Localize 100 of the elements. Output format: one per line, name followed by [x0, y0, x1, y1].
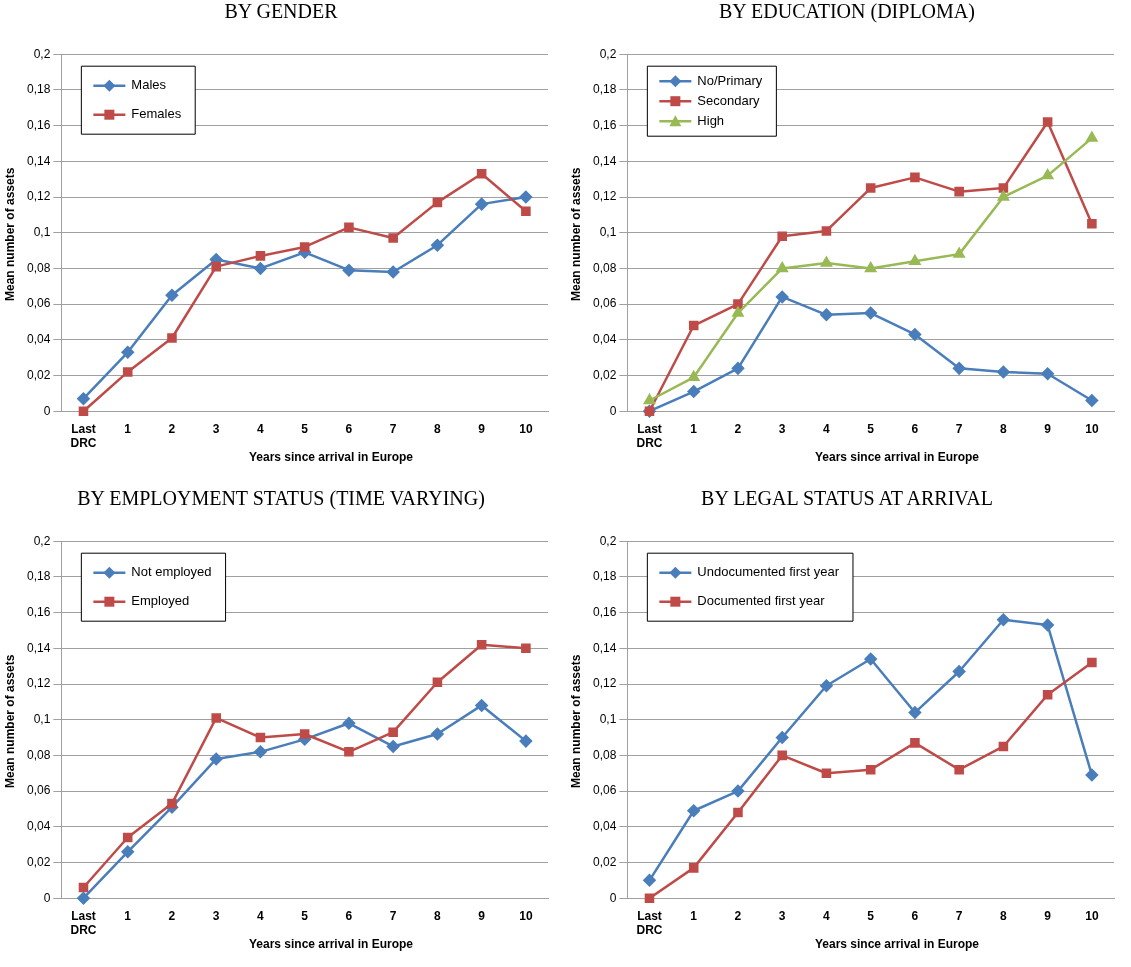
- y-tick-label: 0,12: [27, 676, 51, 691]
- y-tick-label: 0,04: [27, 332, 51, 347]
- x-tick-label: 7: [955, 908, 963, 923]
- chart-title: BY LEGAL STATUS AT ARRIVAL: [700, 487, 994, 511]
- x-tick-label: 10: [519, 421, 533, 436]
- legend-label: Females: [131, 106, 182, 122]
- x-tick-label: 8: [434, 421, 442, 436]
- y-tick-label: 0,16: [27, 604, 51, 619]
- y-tick-label: 0,04: [593, 819, 617, 834]
- x-tick-label: 4: [257, 908, 265, 923]
- y-tick-label: 0,18: [593, 82, 617, 97]
- y-tick-label: 0: [609, 403, 617, 418]
- y-axis-title: Mean number of assets: [568, 166, 584, 303]
- y-axis-title: Mean number of assets: [568, 653, 584, 790]
- y-tick-label: 0,14: [593, 153, 617, 168]
- y-tick-label: 0,18: [593, 569, 617, 584]
- x-tick-label: 3: [778, 421, 786, 436]
- x-tick-label: Last DRC: [70, 908, 97, 938]
- y-tick-label: 0,08: [27, 747, 51, 762]
- y-tick-label: 0,18: [27, 569, 51, 584]
- y-tick-label: 0,08: [593, 747, 617, 762]
- y-tick-label: 0,2: [599, 533, 617, 548]
- x-tick-label: 7: [389, 908, 397, 923]
- x-tick-label: 1: [690, 421, 698, 436]
- x-tick-label: 8: [1000, 908, 1008, 923]
- y-tick-label: 0,2: [33, 533, 51, 548]
- x-tick-label: 5: [867, 421, 875, 436]
- y-tick-label: 0,1: [33, 712, 51, 727]
- y-tick-label: 0,04: [593, 332, 617, 347]
- legend-label: Males: [131, 77, 167, 93]
- x-tick-label: 2: [168, 421, 176, 436]
- y-tick-label: 0,02: [593, 367, 617, 382]
- x-tick-label: 6: [345, 421, 353, 436]
- x-tick-label: 8: [434, 908, 442, 923]
- x-tick-label: 6: [911, 908, 919, 923]
- y-tick-label: 0,06: [27, 296, 51, 311]
- x-tick-label: 9: [478, 908, 486, 923]
- y-tick-label: 0,06: [27, 783, 51, 798]
- legend-label: No/Primary: [697, 72, 763, 88]
- y-tick-label: 0,02: [27, 367, 51, 382]
- x-tick-label: 10: [1085, 421, 1099, 436]
- y-tick-label: 0,12: [593, 189, 617, 204]
- x-axis-title: Years since arrival in Europe: [813, 450, 981, 464]
- y-tick-label: 0,18: [27, 82, 51, 97]
- y-tick-label: 0,12: [27, 189, 51, 204]
- x-tick-label: 6: [345, 908, 353, 923]
- x-tick-label: 1: [124, 908, 132, 923]
- y-tick-label: 0,12: [593, 676, 617, 691]
- x-tick-label: Last DRC: [636, 421, 663, 451]
- x-tick-label: 9: [1044, 421, 1052, 436]
- x-tick-label: 3: [212, 421, 220, 436]
- legend-label: High: [697, 112, 725, 128]
- x-tick-label: 4: [257, 421, 265, 436]
- x-tick-label: 4: [823, 421, 831, 436]
- y-tick-label: 0,06: [593, 296, 617, 311]
- legend-label: Employed: [131, 593, 190, 609]
- x-tick-label: 7: [389, 421, 397, 436]
- x-tick-label: 2: [734, 908, 742, 923]
- y-tick-label: 0: [43, 403, 51, 418]
- x-tick-label: 3: [212, 908, 220, 923]
- x-tick-label: 8: [1000, 421, 1008, 436]
- y-tick-label: 0,06: [593, 783, 617, 798]
- y-tick-label: 0,1: [599, 712, 617, 727]
- chart-title: BY EDUCATION (DIPLOMA): [718, 0, 976, 25]
- x-tick-label: 10: [1085, 908, 1099, 923]
- y-tick-label: 0,1: [599, 225, 617, 240]
- x-tick-label: 5: [301, 908, 309, 923]
- x-axis-title: Years since arrival in Europe: [813, 937, 981, 951]
- y-tick-label: 0,1: [33, 225, 51, 240]
- legend-label: Undocumented first year: [697, 564, 840, 580]
- y-tick-label: 0,16: [27, 117, 51, 132]
- y-tick-label: 0,08: [593, 260, 617, 275]
- x-tick-label: 3: [778, 908, 786, 923]
- y-tick-label: 0: [609, 890, 617, 905]
- chart-title: BY GENDER: [223, 0, 339, 24]
- y-axis-title: Mean number of assets: [2, 166, 18, 303]
- x-tick-label: 2: [168, 908, 176, 923]
- y-tick-label: 0,14: [27, 153, 51, 168]
- x-axis-title: Years since arrival in Europe: [247, 450, 415, 464]
- x-axis-title: Years since arrival in Europe: [247, 937, 415, 951]
- y-tick-label: 0: [43, 890, 51, 905]
- x-tick-label: 5: [301, 421, 309, 436]
- x-tick-label: 4: [823, 908, 831, 923]
- chart-title: BY EMPLOYMENT STATUS (TIME VARYING): [76, 487, 486, 512]
- x-tick-label: 7: [955, 421, 963, 436]
- x-tick-label: 1: [690, 908, 698, 923]
- legend-label: Documented first year: [697, 593, 826, 609]
- y-tick-label: 0,14: [27, 640, 51, 655]
- y-tick-label: 0,2: [33, 46, 51, 61]
- y-axis-title: Mean number of assets: [2, 653, 18, 790]
- y-tick-label: 0,14: [593, 640, 617, 655]
- y-tick-label: 0,02: [27, 854, 51, 869]
- x-tick-label: Last DRC: [70, 421, 97, 451]
- x-tick-label: 2: [734, 421, 742, 436]
- x-tick-label: 10: [519, 908, 533, 923]
- x-tick-label: 9: [1044, 908, 1052, 923]
- y-tick-label: 0,16: [593, 604, 617, 619]
- y-tick-label: 0,16: [593, 117, 617, 132]
- x-tick-label: 1: [124, 421, 132, 436]
- x-tick-label: 9: [478, 421, 486, 436]
